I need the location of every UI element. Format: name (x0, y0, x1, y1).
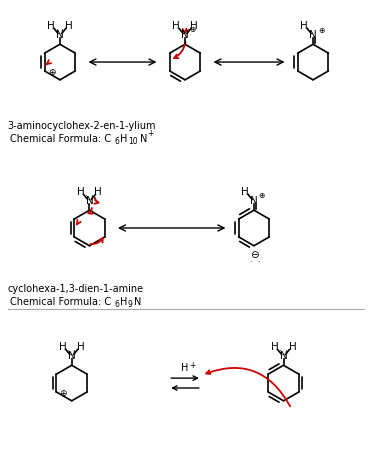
Text: ·: · (91, 192, 94, 201)
Text: ⊕: ⊕ (259, 191, 265, 200)
Text: ·: · (67, 347, 70, 356)
Text: ·: · (55, 26, 58, 35)
Text: cyclohexa-1,3-dien-1-amine: cyclohexa-1,3-dien-1-amine (8, 284, 144, 294)
Text: ⊕: ⊕ (190, 25, 196, 34)
Text: ·: · (285, 347, 288, 356)
Text: ·: · (249, 258, 251, 267)
Text: N: N (250, 196, 258, 206)
Text: Chemical Formula: C: Chemical Formula: C (10, 134, 111, 144)
Text: 6: 6 (114, 137, 119, 146)
Text: ·: · (257, 258, 259, 267)
Text: ⊕: ⊕ (60, 390, 67, 399)
Text: +: + (189, 361, 195, 370)
Text: H: H (181, 363, 189, 373)
Text: N: N (181, 30, 189, 40)
Text: H: H (94, 188, 102, 198)
Text: ⊖: ⊖ (250, 250, 258, 260)
Text: H: H (120, 297, 127, 307)
Text: N: N (140, 134, 147, 144)
Text: N: N (134, 297, 141, 307)
Text: ⊕: ⊕ (48, 68, 55, 77)
Text: H: H (190, 21, 198, 31)
Text: ·: · (279, 347, 282, 356)
Text: 9: 9 (128, 300, 133, 309)
Text: H: H (271, 342, 279, 352)
Text: 6: 6 (114, 300, 119, 309)
Text: H: H (241, 188, 249, 198)
Text: ⊕: ⊕ (319, 26, 325, 35)
Text: H: H (172, 21, 180, 31)
Text: H: H (59, 342, 67, 352)
Text: H: H (65, 21, 73, 31)
Text: N: N (280, 352, 288, 361)
Text: H: H (300, 21, 308, 31)
Text: ·: · (61, 26, 64, 35)
Text: ·: · (186, 26, 189, 35)
Text: H: H (120, 134, 127, 144)
Text: +: + (148, 129, 154, 138)
Text: ·: · (181, 26, 183, 35)
Text: 10: 10 (128, 137, 138, 146)
Text: H: H (289, 342, 296, 352)
Text: 3-aminocyclohex-2-en-1-ylium: 3-aminocyclohex-2-en-1-ylium (8, 121, 156, 131)
Text: N: N (56, 30, 64, 40)
Text: Chemical Formula: C: Chemical Formula: C (10, 297, 111, 307)
Text: ·: · (85, 192, 88, 201)
Text: N: N (68, 352, 76, 361)
Text: ·: · (73, 347, 76, 356)
Text: N: N (309, 30, 317, 40)
Text: N: N (86, 196, 93, 206)
Text: H: H (47, 21, 55, 31)
Text: H: H (77, 188, 84, 198)
Text: H: H (77, 342, 84, 352)
